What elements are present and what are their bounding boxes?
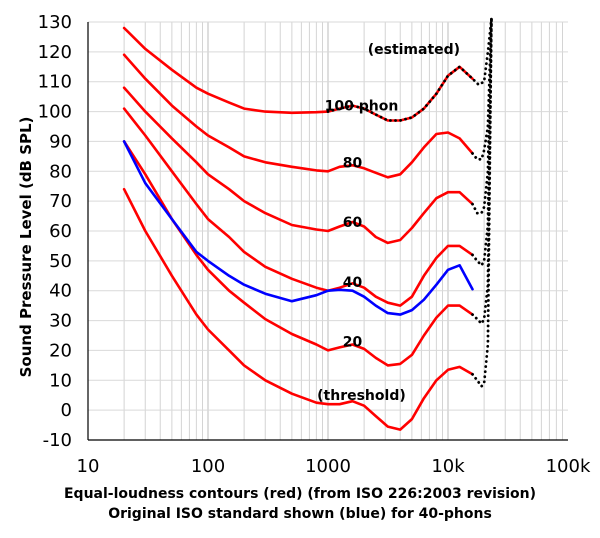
y-tick-label: 80	[49, 161, 72, 182]
caption-line-2: Original ISO standard shown (blue) for 4…	[108, 506, 492, 522]
y-tick-label: 40	[49, 281, 72, 302]
contour-curve-5	[122, 187, 474, 431]
axes	[87, 22, 568, 441]
y-tick-label: 120	[38, 42, 72, 63]
y-tick-label: 70	[49, 191, 72, 212]
estimated-curve-12	[471, 17, 493, 388]
y-tick-label: 20	[49, 340, 72, 361]
tick-labels: -10 0 10 20 30 40 50 60 70 80 90 100 110 120 130 10 100 1…	[38, 12, 591, 477]
curve-annotation: 20	[343, 334, 363, 350]
y-axis-label: Sound Pressure Level (dB SPL)	[17, 117, 35, 378]
contour-curve-6	[122, 140, 474, 316]
y-tick-label: 90	[49, 131, 72, 152]
x-tick-label: 1000	[305, 456, 351, 477]
estimated-curve-7	[326, 17, 493, 122]
curve-annotation: 80	[343, 155, 363, 171]
x-tick-label: 10k	[431, 456, 465, 477]
contour-curve-1	[122, 53, 474, 179]
curve-annotation: 40	[343, 275, 363, 291]
curve-annotation: (threshold)	[317, 388, 406, 404]
x-tick-label: 100k	[546, 456, 591, 477]
contour-curve-2	[122, 86, 474, 245]
caption-line-1: Equal-loudness contours (red) (from ISO …	[63, 486, 537, 502]
contour-curve-3	[122, 107, 474, 307]
curve-annotation: 100 phon	[325, 99, 399, 115]
y-tick-label: 30	[49, 311, 72, 332]
x-tick-label: 10	[77, 456, 100, 477]
y-tick-label: 10	[49, 370, 72, 391]
curve-annotation: (estimated)	[368, 42, 460, 58]
contour-curve-0	[122, 26, 474, 122]
curve-annotation: 60	[343, 215, 363, 231]
contour-curve-4	[122, 140, 474, 367]
annotations: (estimated) 100 phon 80 60 40 20 (threshold)	[317, 42, 460, 404]
estimated-curve-9	[471, 17, 493, 215]
y-tick-label: 0	[61, 400, 72, 421]
x-tick-label: 100	[191, 456, 225, 477]
y-tick-label: 100	[38, 102, 72, 123]
estimated-curve-8	[471, 17, 493, 161]
estimated-curve-10	[471, 17, 493, 267]
y-tick-label: 130	[38, 12, 72, 33]
y-tick-label: 60	[49, 221, 72, 242]
series-lines	[122, 17, 493, 431]
y-tick-label: 110	[38, 72, 72, 93]
y-tick-label: -10	[43, 430, 72, 451]
y-tick-label: 50	[49, 251, 72, 272]
